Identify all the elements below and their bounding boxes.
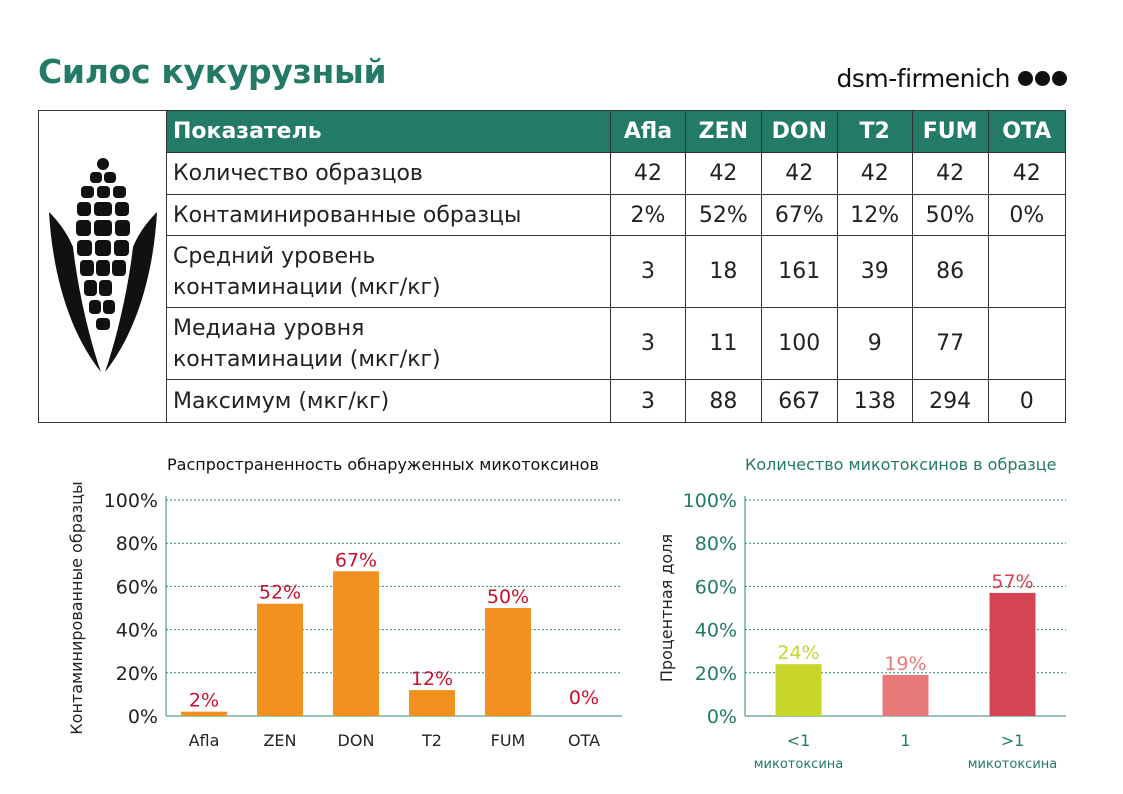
data-label: 2%: [189, 690, 219, 712]
x-tick-label: DON: [338, 731, 375, 750]
y-tick-label: 100%: [104, 490, 158, 512]
table-cell: 42: [760, 152, 838, 196]
table-cell: 39: [836, 235, 913, 309]
table-cell: 18: [684, 235, 762, 309]
y-tick-label: 20%: [695, 663, 737, 685]
table-cell: 100: [760, 307, 838, 381]
x-tick-label: микотоксина: [968, 757, 1058, 772]
table-cell: 42: [836, 152, 913, 196]
table-cell: 2%: [610, 194, 686, 237]
y-tick-label: 40%: [116, 620, 158, 642]
x-tick-label: ZEN: [263, 731, 296, 750]
bar: [333, 571, 379, 716]
page-title: Силос кукурузный: [38, 52, 387, 91]
bar: [882, 674, 929, 716]
data-label: 12%: [411, 668, 453, 690]
bar: [409, 690, 455, 716]
table-row: Контаминированные образцы 2% 52% 67% 12%…: [167, 194, 1065, 237]
count-chart-title: Количество микотоксинов в образце: [745, 455, 1057, 474]
header-cell: T2: [836, 111, 913, 154]
stats-table: Показатель Afla ZEN DON T2 FUM OTA Колич…: [167, 111, 1065, 422]
bar: [485, 608, 531, 716]
stats-table-panel: Показатель Afla ZEN DON T2 FUM OTA Колич…: [38, 110, 1066, 423]
x-tick-label: <1: [787, 731, 811, 750]
y-axis-label: Процентная доля: [657, 534, 676, 682]
header-cell: OTA: [987, 111, 1065, 154]
table-cell: 0: [987, 379, 1065, 422]
brand-logo: dsm-firmenich: [837, 64, 1067, 93]
table-cell: 52%: [684, 194, 762, 237]
table-cell: 67%: [760, 194, 838, 237]
x-tick-label: микотоксина: [754, 757, 844, 772]
table-cell: 3: [610, 307, 686, 381]
table-cell: [987, 307, 1065, 381]
data-label: 24%: [777, 642, 819, 664]
x-tick-label: 1: [900, 731, 910, 750]
header-cell: ZEN: [684, 111, 762, 154]
table-cell: 42: [684, 152, 762, 196]
header-cell: Afla: [610, 111, 686, 154]
table-cell: 12%: [836, 194, 913, 237]
y-tick-label: 60%: [695, 576, 737, 598]
corn-icon: [48, 157, 157, 372]
bar: [775, 664, 822, 716]
table-cell: 11: [684, 307, 762, 381]
table-cell: 667: [760, 379, 838, 422]
header-cell: DON: [760, 111, 838, 154]
y-tick-label: 0%: [707, 706, 737, 728]
row-label: Контаминированные образцы: [167, 194, 612, 237]
bar: [257, 603, 303, 716]
data-label: 50%: [487, 586, 529, 608]
prevalence-chart-title: Распространенность обнаруженных микотокс…: [167, 455, 599, 474]
data-label: 19%: [884, 653, 926, 675]
y-axis-label: Контаминированные образцы: [67, 481, 86, 734]
y-tick-label: 80%: [116, 533, 158, 555]
x-tick-label: FUM: [491, 731, 526, 750]
table-cell: 0%: [987, 194, 1065, 237]
table-row: Максимум (мкг/кг) 3 88 667 138 294 0: [167, 379, 1065, 422]
y-tick-label: 80%: [695, 533, 737, 555]
bar: [181, 711, 227, 716]
y-tick-label: 60%: [116, 576, 158, 598]
data-label: 67%: [335, 549, 377, 571]
bar: [989, 592, 1036, 716]
table-cell: 138: [836, 379, 913, 422]
table-cell: 42: [911, 152, 989, 196]
y-tick-label: 100%: [683, 490, 737, 512]
header-cell: FUM: [911, 111, 989, 154]
table-cell: 42: [610, 152, 686, 196]
brand-dots-icon: [1018, 71, 1067, 86]
data-label: 52%: [259, 582, 301, 604]
table-cell: 50%: [911, 194, 989, 237]
x-tick-label: Afla: [189, 731, 220, 750]
table-cell: 86: [911, 235, 989, 309]
x-tick-label: >1: [1001, 731, 1025, 750]
y-tick-label: 20%: [116, 663, 158, 685]
table-cell: [987, 235, 1065, 309]
header-cell: Показатель: [167, 111, 612, 154]
row-label: Максимум (мкг/кг): [167, 379, 612, 422]
brand-name: dsm-firmenich: [836, 64, 1011, 93]
y-tick-label: 0%: [128, 706, 158, 728]
table-cell: 3: [610, 379, 686, 422]
data-label: 57%: [991, 571, 1033, 593]
y-tick-label: 40%: [695, 620, 737, 642]
x-tick-label: OTA: [568, 731, 600, 750]
table-cell: 88: [684, 379, 762, 422]
x-tick-label: T2: [421, 731, 442, 750]
table-header-row: Показатель Afla ZEN DON T2 FUM OTA: [167, 111, 1065, 154]
data-label: 0%: [569, 687, 599, 709]
prevalence-chart: 0% 20% 40% 60% 80% 100% Контаминированные обра…: [67, 481, 622, 750]
table-cell: 42: [987, 152, 1065, 196]
corn-cell: [39, 111, 167, 422]
row-label: Медиана уровня контаминации (мкг/кг): [167, 307, 612, 381]
